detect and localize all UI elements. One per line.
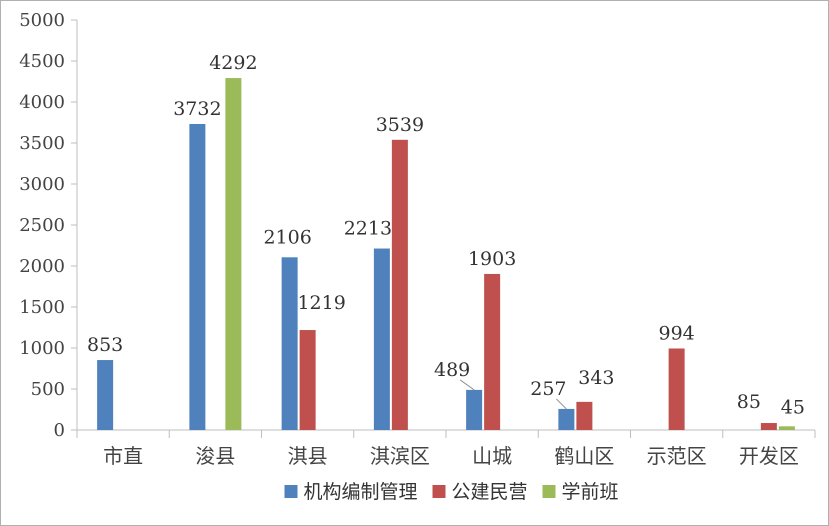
- data-label: 4292: [209, 52, 257, 74]
- y-tick-label: 1000: [19, 338, 65, 359]
- data-label: 994: [658, 322, 694, 344]
- data-label: 853: [87, 334, 123, 356]
- y-tick-label: 4500: [19, 51, 65, 72]
- legend-swatch: [542, 485, 556, 498]
- bar: [373, 248, 390, 430]
- legend-swatch: [284, 485, 298, 498]
- bar: [778, 426, 795, 430]
- data-labels: 853 3732 2106 2213 489 257 1219 3539 1903 343 994 8…: [87, 52, 805, 418]
- y-tick-label: 0: [54, 420, 65, 441]
- y-tick-label: 2000: [19, 256, 65, 277]
- x-tick-label: 浚县: [195, 444, 235, 468]
- y-tick-label: 2500: [19, 215, 65, 236]
- bar: [281, 257, 298, 430]
- x-tick-label: 鹤山区: [554, 444, 614, 468]
- data-label: 2106: [263, 226, 311, 248]
- data-label: 3539: [376, 114, 424, 136]
- x-axis: 市直 浚县 淇县 淇滨区 山城 鹤山区 示范区 开发区: [76, 429, 816, 468]
- leader-line: [556, 398, 567, 410]
- legend-label: 学前班: [562, 481, 619, 503]
- bar: [189, 123, 206, 430]
- data-label: 343: [578, 367, 614, 389]
- data-label: 257: [530, 378, 566, 400]
- y-tick-label: 4000: [19, 92, 65, 113]
- y-tick-label: 1500: [19, 297, 65, 318]
- data-label: 489: [434, 359, 470, 381]
- y-tick-label: 5000: [19, 10, 65, 31]
- y-tick-label: 500: [31, 379, 65, 400]
- legend-swatch: [432, 485, 446, 498]
- data-label: 2213: [344, 218, 392, 240]
- data-label: 1903: [468, 248, 516, 270]
- x-tick-label: 山城: [472, 444, 512, 468]
- bar: [466, 389, 483, 430]
- bar: [576, 401, 593, 430]
- y-tick-label: 3500: [19, 133, 65, 154]
- bar: [558, 408, 575, 430]
- legend: 机构编制管理 公建民营 学前班: [284, 481, 619, 503]
- leader-line: [459, 379, 475, 391]
- y-axis: 0 500 1000 1500 2000 2500 3000 3500 4000 4500 5000: [19, 10, 78, 441]
- bar: [299, 330, 316, 430]
- bar: [97, 360, 114, 430]
- y-tick-label: 3000: [19, 174, 65, 195]
- bar: [484, 273, 501, 430]
- bar: [225, 78, 242, 430]
- legend-label: 机构编制管理: [304, 481, 418, 503]
- x-tick-label: 示范区: [647, 444, 707, 468]
- bar: [668, 348, 685, 430]
- data-label: 45: [781, 396, 805, 418]
- bar: [391, 139, 408, 430]
- x-tick-label: 淇县: [288, 444, 328, 468]
- data-label: 85: [737, 391, 761, 413]
- legend-label: 公建民营: [452, 481, 528, 503]
- x-tick-label: 淇滨区: [370, 444, 430, 468]
- x-tick-label: 开发区: [739, 444, 799, 468]
- x-tick-label: 市直: [103, 444, 143, 468]
- bar: [760, 423, 777, 430]
- data-label: 3732: [173, 98, 221, 120]
- data-label: 1219: [297, 292, 345, 314]
- bars: [97, 78, 795, 430]
